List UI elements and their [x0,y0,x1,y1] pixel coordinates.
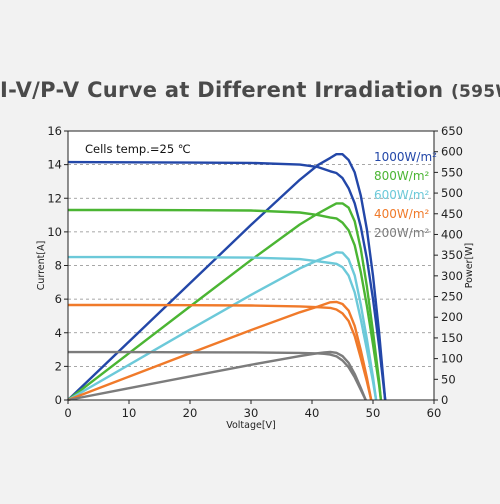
legend-entry: 800W/m² [374,169,430,183]
y-right-tick-label: 300 [441,269,463,283]
y-left-tick-label: 8 [55,259,62,273]
series-iv-curve [68,255,378,401]
y-right-tick-label: 600 [441,145,463,159]
y-left-tick-label: 14 [47,158,62,172]
x-axis-label: Voltage[V] [226,420,276,431]
legend-entry: 600W/m² [374,188,430,202]
y-right-tick-label: 400 [441,227,463,241]
y-right-tick-label: 50 [441,372,456,386]
series-pv-curve [67,350,367,402]
y-right-tick-label: 350 [441,248,463,262]
y-right-tick-label: 500 [441,186,463,200]
y-left-tick-label: 16 [47,124,62,138]
series-pv-curve [67,152,387,401]
x-tick-label: 40 [305,406,320,420]
series-layer [67,152,387,402]
series-iv-curve [67,160,387,401]
y-right-tick-label: 650 [441,124,463,138]
cells-temp-annotation: Cells temp.=25 ℃ [85,142,191,156]
y-left-tick-label: 6 [55,292,62,306]
y-right-tick-label: 550 [441,165,463,179]
series-iv-curve [68,303,373,401]
legend-entry: 200W/m² [374,226,430,240]
x-tick-label: 50 [366,406,381,420]
series-pv-curve [67,202,383,401]
y-right-tick-label: 100 [441,352,463,366]
series-iv-curve [68,208,383,401]
legend-layer: 1000W/m² 800W/m² 600W/m² 400W/m² 200W/m² [374,150,437,240]
y-right-tick-label: 0 [441,393,448,407]
y-left-tick-label: 2 [55,359,62,373]
title-main: I-V/P-V Curve at Different Irradiation [0,78,444,102]
x-tick-label: 30 [244,406,259,420]
y-left-tick-label: 4 [55,326,62,340]
legend-entry: 1000W/m² [374,150,437,164]
x-tick-label: 60 [427,406,442,420]
series-pv-curve [67,251,378,402]
y-right-tick-label: 200 [441,310,463,324]
title-suffix: (595W) [450,82,500,102]
y-axis-right-label: Power[W] [464,243,475,289]
legend-entry: 400W/m² [374,207,430,221]
page-title: I-V/P-V Curve at Different Irradiation (… [0,78,500,102]
y-left-tick-label: 12 [47,191,62,205]
x-tick-label: 20 [183,406,198,420]
y-left-tick-label: 0 [55,393,62,407]
y-axis-left-label: Current[A] [36,241,47,291]
y-right-tick-label: 450 [441,207,463,221]
y-left-tick-label: 10 [47,225,62,239]
x-tick-label: 0 [64,406,71,420]
y-right-tick-label: 150 [441,331,463,345]
series-iv-curve [68,350,367,401]
y-right-tick-label: 250 [441,290,463,304]
x-tick-label: 10 [122,406,137,420]
series-pv-curve [67,300,373,402]
axes-layer: 0 10 20 30 40 50 60024681012141605010015020025… [36,124,475,431]
